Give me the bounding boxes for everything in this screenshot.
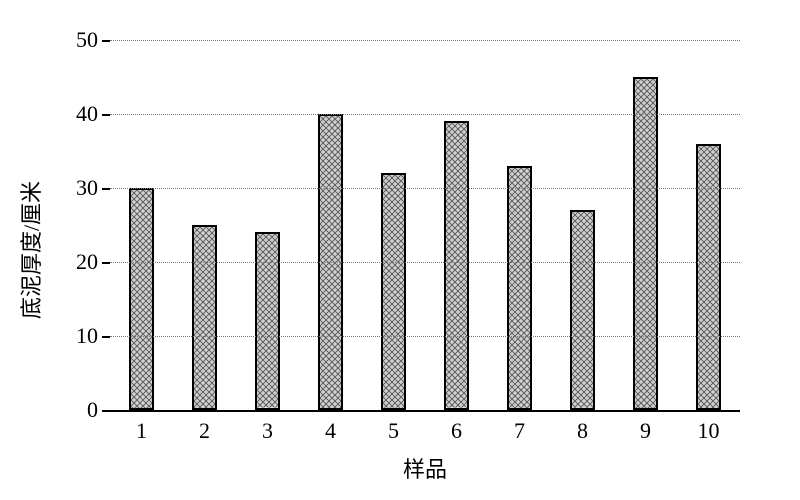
bar [570,210,595,410]
bar [381,173,406,410]
y-tick-mark [102,40,110,42]
x-tick-label: 6 [451,418,462,444]
y-axis-label: 底泥厚度/厘米 [14,181,46,319]
x-tick-label: 7 [514,418,525,444]
gridline [110,114,740,115]
y-tick-label: 20 [76,249,98,275]
y-tick-mark [102,114,110,116]
bar [507,166,532,410]
x-tick-label: 10 [698,418,720,444]
y-tick-label: 40 [76,101,98,127]
bar-chart: 底泥厚度/厘米 0102030405012345678910 样品 [0,0,800,500]
gridline [110,262,740,263]
x-tick-label: 2 [199,418,210,444]
x-tick-label: 5 [388,418,399,444]
y-tick-mark [102,188,110,190]
y-tick-label: 30 [76,175,98,201]
bar [444,121,469,410]
y-tick-mark [102,262,110,264]
bars-container [110,40,740,410]
x-tick-label: 1 [136,418,147,444]
x-tick-label: 4 [325,418,336,444]
y-tick-label: 0 [87,397,98,423]
gridline [110,40,740,41]
bar [633,77,658,410]
bar [696,144,721,410]
y-tick-mark [102,410,110,412]
x-axis-label: 样品 [403,452,447,484]
bar [192,225,217,410]
y-tick-label: 50 [76,27,98,53]
y-tick-mark [102,336,110,338]
gridline [110,188,740,189]
bar [129,188,154,410]
x-tick-label: 8 [577,418,588,444]
gridline [110,336,740,337]
plot-area: 0102030405012345678910 [110,40,740,412]
x-tick-label: 3 [262,418,273,444]
x-tick-label: 9 [640,418,651,444]
bar [255,232,280,410]
y-tick-label: 10 [76,323,98,349]
